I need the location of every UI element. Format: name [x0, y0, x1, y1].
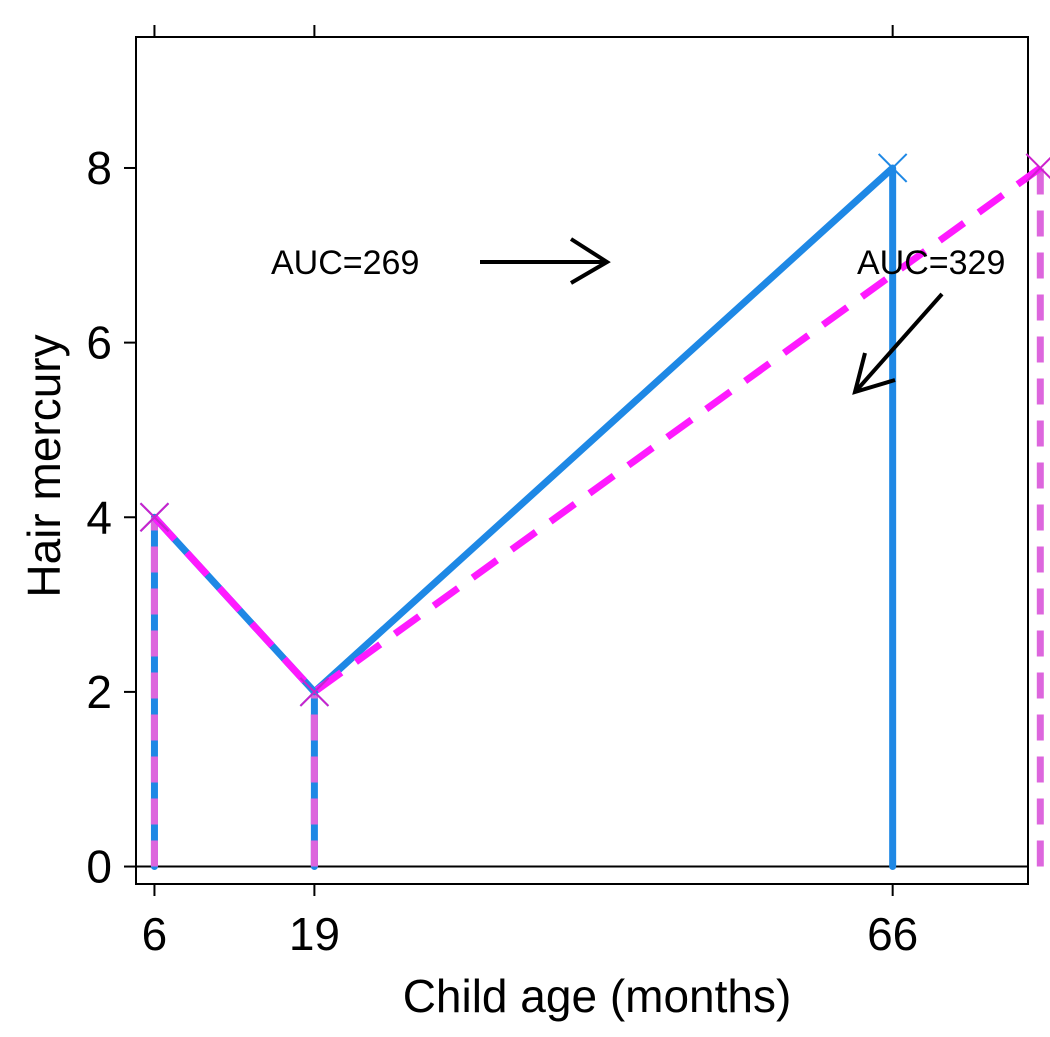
dashed-series-line — [151, 165, 1043, 697]
y-tick-label: 8 — [86, 142, 112, 194]
x-tick-label: 6 — [142, 908, 168, 960]
solid-series-line — [151, 165, 896, 696]
y-tick-label: 0 — [86, 841, 112, 893]
y-tick-label: 6 — [86, 317, 112, 369]
plot-frame — [135, 36, 1029, 885]
y-axis-title: Hair mercury — [18, 334, 70, 597]
x-axis-title: Child age (months) — [403, 970, 792, 1022]
x-tick-label: 19 — [289, 908, 340, 960]
annotation-auc-269: AUC=269 — [271, 237, 611, 285]
x-tick-label: 66 — [867, 908, 918, 960]
annotation-arrowhead-right — [569, 237, 611, 285]
annotation-label-auc-269: AUC=269 — [271, 244, 419, 282]
annotation-auc-329: AUC=329 — [852, 244, 1005, 395]
y-tick-label: 4 — [86, 491, 112, 543]
annotation-arrow-down-left — [854, 292, 944, 393]
dashed-point-marker — [139, 502, 170, 532]
annotation-label-auc-329: AUC=329 — [857, 244, 1005, 282]
y-tick-label: 2 — [86, 666, 112, 718]
solid-point-marker — [877, 153, 908, 183]
dashed-point-marker — [299, 677, 330, 707]
annotation-arrowhead-down-left — [852, 352, 896, 395]
